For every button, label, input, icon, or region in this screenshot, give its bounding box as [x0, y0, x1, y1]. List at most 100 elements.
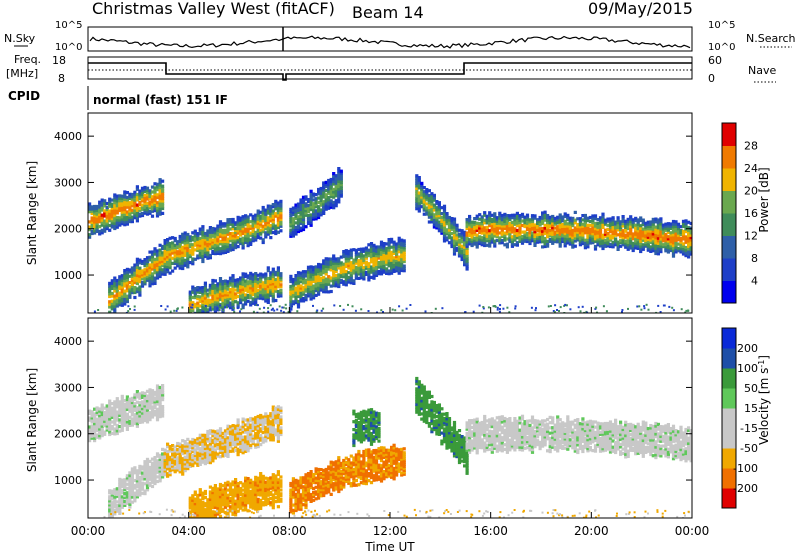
echo-cell	[631, 232, 635, 236]
echo-cell	[299, 203, 303, 207]
echo-cell	[105, 404, 109, 408]
echo-cell	[166, 243, 170, 247]
echo-cell	[301, 299, 306, 303]
echo-cell	[498, 231, 502, 235]
echo-cell	[294, 296, 298, 300]
echo-cell	[329, 257, 333, 261]
echo-cell	[470, 233, 474, 237]
echo-cell	[352, 263, 356, 267]
echo-cell	[241, 277, 245, 281]
echo-cell	[113, 198, 117, 202]
echo-cell	[314, 203, 318, 207]
echo-cell	[105, 416, 109, 420]
echo-cell	[551, 230, 555, 234]
echo-cell	[314, 199, 318, 203]
freq-panel: Freq. [MHz] 18 8 60 0 Nave	[6, 53, 776, 85]
echo-cell	[130, 411, 134, 415]
echo-cell	[208, 308, 212, 312]
echo-cell	[105, 205, 109, 209]
speckle-cell	[282, 306, 285, 309]
echo-cell	[603, 218, 608, 222]
echo-cell	[213, 246, 217, 250]
echo-cell	[173, 451, 177, 455]
echo-cell	[367, 270, 371, 274]
echo-cell	[314, 211, 318, 215]
echo-cell	[163, 473, 167, 477]
echo-cell	[206, 298, 210, 302]
echo-cell	[100, 228, 104, 232]
echo-cell	[123, 276, 127, 280]
echo-cell	[636, 220, 640, 224]
echo-cell	[155, 452, 160, 456]
echo-cell	[354, 274, 358, 278]
echo-cell	[503, 217, 507, 221]
echo-cell	[256, 235, 260, 240]
echo-cell	[231, 284, 235, 288]
echo-cell	[221, 282, 225, 286]
echo-cell	[450, 236, 454, 240]
echo-cell	[158, 461, 162, 465]
echo-cell	[150, 407, 155, 411]
echo-cell	[251, 284, 255, 288]
echo-cell	[226, 304, 230, 308]
echo-cell	[603, 238, 608, 242]
echo-cell	[118, 296, 122, 300]
echo-cell	[626, 222, 630, 226]
echo-cell	[354, 255, 358, 259]
echo-cell	[163, 456, 167, 460]
echo-cell	[145, 396, 150, 400]
echo-cell	[231, 241, 235, 245]
echo-cell	[390, 256, 394, 260]
echo-cell	[239, 239, 243, 243]
echo-cell	[332, 187, 336, 191]
echo-cell	[125, 278, 129, 282]
echo-cell	[598, 244, 603, 248]
echo-cell	[155, 402, 160, 406]
echo-cell	[196, 232, 200, 236]
echo-cell	[651, 229, 655, 234]
echo-cell	[88, 205, 92, 209]
echo-cell	[465, 257, 469, 261]
echo-cell	[520, 241, 525, 245]
echo-cell	[168, 260, 172, 264]
echo-cell	[198, 253, 202, 257]
echo-cell	[591, 216, 595, 220]
echo-cell	[465, 226, 469, 231]
echo-cell	[148, 406, 152, 410]
echo-cell	[201, 225, 205, 229]
echo-cell	[189, 313, 192, 316]
echo-cell	[203, 446, 207, 450]
echo-cell	[291, 217, 295, 221]
echo-cell	[138, 478, 142, 482]
echo-cell	[317, 192, 321, 196]
echo-cell	[145, 408, 150, 412]
echo-cell	[586, 233, 590, 237]
echo-cell	[455, 248, 459, 252]
echo-cell	[128, 274, 132, 278]
echo-cell	[687, 247, 691, 251]
echo-cell	[651, 225, 655, 229]
echo-cell	[125, 203, 129, 207]
echo-cell	[651, 241, 655, 246]
echo-cell	[329, 205, 333, 209]
echo-cell	[191, 462, 195, 466]
echo-cell	[641, 229, 645, 233]
echo-cell	[234, 240, 238, 244]
echo-cell	[349, 266, 353, 270]
echo-cell	[153, 194, 157, 198]
echo-cell	[291, 232, 295, 236]
echo-cell	[115, 302, 119, 306]
echo-cell	[314, 213, 318, 217]
echo-cell	[201, 304, 205, 308]
echo-cell	[689, 226, 692, 230]
echo-cell	[138, 258, 142, 262]
echo-cell	[390, 250, 394, 254]
echo-cell	[626, 233, 630, 238]
echo-cell	[128, 192, 132, 196]
echo-cell	[173, 257, 177, 261]
echo-cell	[148, 250, 152, 254]
echo-cell	[178, 264, 182, 268]
speckle-cell	[125, 311, 128, 313]
echo-cell	[143, 193, 147, 197]
echo-cell	[123, 501, 127, 505]
